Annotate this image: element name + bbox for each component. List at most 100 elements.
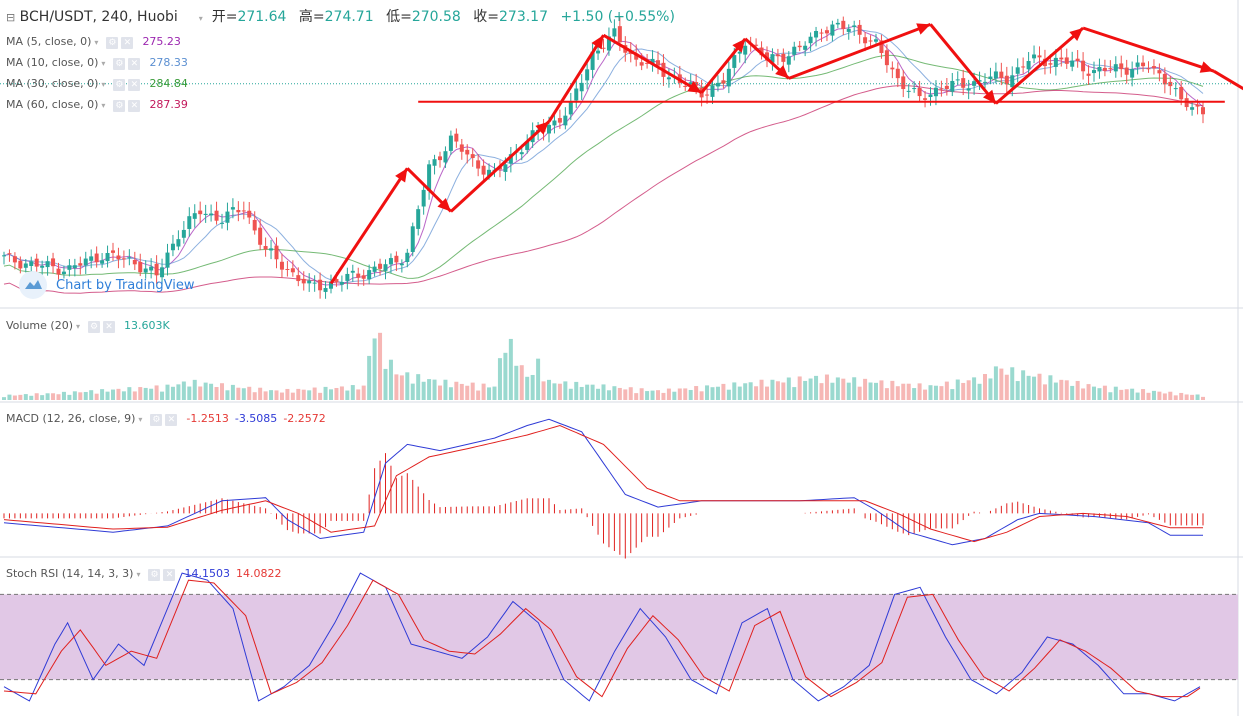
volume-bar [438, 385, 442, 400]
close-icon[interactable]: ✕ [128, 58, 141, 70]
tradingview-brand[interactable]: Chart by TradingView [18, 270, 194, 300]
chevron-down-icon[interactable]: ▾ [94, 38, 99, 47]
collapse-icon[interactable]: ⊟ [6, 11, 16, 24]
close-icon[interactable]: ✕ [128, 79, 141, 91]
candle [176, 239, 181, 247]
volume-bar [100, 389, 105, 400]
candle [993, 71, 998, 79]
ma-line [3, 85, 1204, 294]
stoch-legend[interactable]: Stoch RSI (14, 14, 3, 3) ▾ ⚙ ✕ 14.1503 14.082… [6, 564, 281, 585]
candle [585, 69, 590, 81]
candle [356, 273, 361, 278]
candle [443, 151, 448, 163]
trend-arrowhead [437, 198, 451, 212]
volume-bar [350, 385, 355, 400]
close-icon[interactable]: ✕ [103, 321, 116, 333]
chevron-down-icon[interactable]: ▾ [101, 59, 106, 68]
candle [601, 47, 606, 49]
settings-icon[interactable]: ⚙ [106, 37, 119, 49]
candle [72, 265, 77, 269]
ma-legend-row[interactable]: MA (30, close, 0) ▾ ⚙ ✕ 284.84 [6, 74, 188, 95]
volume-bar [1004, 374, 1009, 400]
settings-icon[interactable]: ⚙ [148, 569, 161, 581]
candle [121, 258, 126, 260]
settings-icon[interactable]: ⚙ [113, 100, 126, 112]
volume-bar [803, 380, 808, 400]
volume-bar [470, 382, 475, 400]
volume-bar [955, 379, 960, 400]
close-icon[interactable]: ✕ [128, 100, 141, 112]
stoch-k-line [3, 572, 1201, 702]
candle [830, 24, 835, 36]
candle [61, 271, 66, 275]
candle [149, 266, 154, 271]
volume-bar [1097, 388, 1102, 400]
close-icon[interactable]: ✕ [163, 569, 176, 581]
candle [1048, 63, 1053, 65]
macd-legend[interactable]: MACD (12, 26, close, 9) ▾ ⚙ ✕ -1.2513 -3.5085… [6, 409, 326, 430]
candle [683, 85, 688, 87]
candle [427, 164, 432, 191]
volume-bar [1184, 394, 1189, 400]
volume-bar [1135, 392, 1140, 400]
candle [296, 275, 301, 282]
chevron-down-icon[interactable]: ▾ [101, 80, 106, 89]
volume-bar [383, 368, 388, 400]
candle [438, 156, 442, 161]
ma-legend-row[interactable]: MA (60, close, 0) ▾ ⚙ ✕ 287.39 [6, 95, 188, 116]
chevron-down-icon[interactable]: ▾ [101, 101, 106, 110]
candle [323, 288, 328, 292]
candle [797, 45, 802, 48]
ma-legend-row[interactable]: MA (5, close, 0) ▾ ⚙ ✕ 275.23 [6, 32, 188, 53]
close-icon[interactable]: ✕ [165, 414, 178, 426]
volume-bar [432, 379, 437, 400]
chevron-down-icon[interactable]: ▾ [76, 322, 81, 331]
candle [988, 76, 993, 80]
candle [1146, 68, 1151, 70]
volume-bar [72, 391, 77, 400]
candle [45, 261, 50, 268]
candle [1059, 57, 1064, 60]
chevron-down-icon[interactable]: ▾ [138, 415, 143, 424]
close-icon[interactable]: ✕ [121, 37, 134, 49]
candle [1179, 86, 1184, 100]
candle [1195, 104, 1200, 107]
ma-legend-row[interactable]: MA (10, close, 0) ▾ ⚙ ✕ 278.33 [6, 53, 188, 74]
volume-legend[interactable]: Volume (20) ▾ ⚙ ✕ 13.603K [6, 316, 170, 337]
volume-bar [1015, 381, 1020, 400]
settings-icon[interactable]: ⚙ [88, 321, 101, 333]
settings-icon[interactable]: ⚙ [150, 414, 163, 426]
chevron-down-icon[interactable]: ▾ [136, 570, 141, 579]
volume-bar [23, 394, 28, 400]
settings-icon[interactable]: ⚙ [113, 58, 126, 70]
trend-arrowhead [775, 65, 789, 79]
volume-bar [879, 380, 884, 400]
volume-bar [78, 392, 83, 400]
macd-label: MACD (12, 26, close, 9) [6, 412, 136, 425]
candle [819, 32, 824, 34]
volume-bar [18, 394, 23, 400]
settings-icon[interactable]: ⚙ [113, 79, 126, 91]
candle [814, 30, 819, 38]
candle [252, 219, 257, 231]
candle [432, 159, 437, 166]
volume-bar [34, 393, 39, 400]
chevron-down-icon[interactable]: ▾ [198, 14, 203, 23]
volume-bar [890, 380, 895, 400]
low-value: 270.58 [411, 9, 461, 25]
candle [154, 263, 159, 276]
stoch-d-value: 14.0822 [235, 567, 282, 580]
volume-bar [552, 383, 557, 400]
trend-arrowhead [916, 23, 931, 35]
volume-bar [1113, 386, 1118, 400]
candle [394, 255, 399, 263]
volume-bar [786, 377, 791, 400]
symbol-label[interactable]: BCH/USDT, 240, Huobi [19, 9, 178, 25]
volume-bar [367, 355, 372, 400]
volume-bar [961, 382, 966, 400]
volume-bar [1092, 386, 1096, 400]
volume-bar [1037, 373, 1042, 400]
high-label: 高= [298, 9, 325, 25]
volume-bar [1070, 385, 1075, 400]
